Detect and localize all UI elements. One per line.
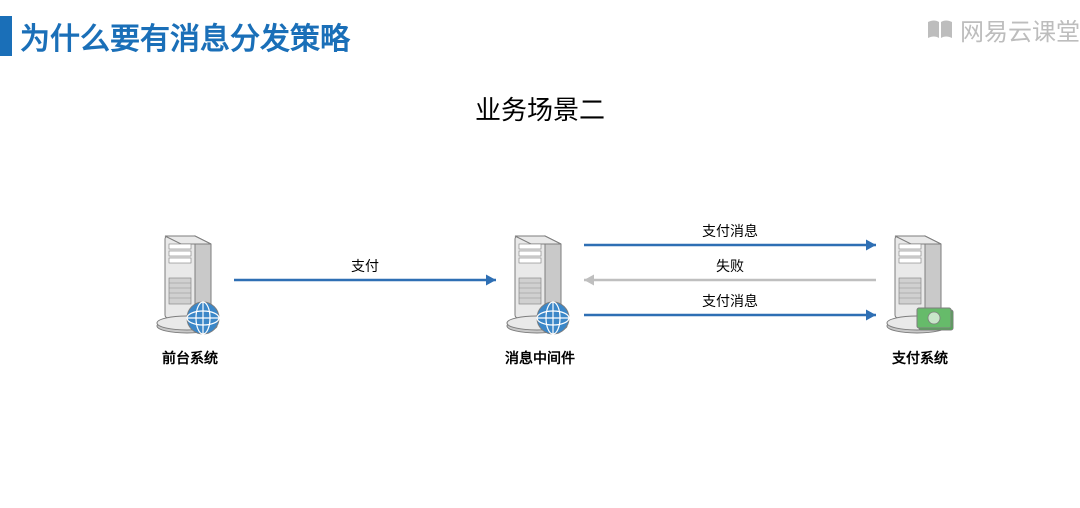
node-label-mq: 消息中间件 bbox=[490, 348, 590, 368]
node-mq: 消息中间件 bbox=[490, 230, 590, 368]
node-label-front: 前台系统 bbox=[140, 348, 240, 368]
book-icon bbox=[926, 18, 954, 42]
edge-label-3: 支付消息 bbox=[702, 291, 758, 313]
node-front: 前台系统 bbox=[140, 230, 240, 368]
watermark-text: 网易云课堂 bbox=[960, 12, 1080, 47]
subtitle: 业务场景二 bbox=[0, 90, 1080, 127]
diagram: 前台系统 消息中间件 bbox=[0, 190, 1080, 450]
node-pay: 支付系统 bbox=[870, 230, 970, 368]
node-label-pay: 支付系统 bbox=[870, 348, 970, 368]
page-title: 为什么要有消息分发策略 bbox=[20, 14, 350, 58]
page-title-bar: 为什么要有消息分发策略 bbox=[0, 14, 350, 58]
watermark: 网易云课堂 bbox=[926, 12, 1080, 47]
edge-label-2: 失败 bbox=[716, 256, 744, 278]
edge-label-1: 支付消息 bbox=[702, 221, 758, 243]
edge-label-0: 支付 bbox=[351, 256, 379, 278]
title-accent bbox=[0, 16, 12, 56]
